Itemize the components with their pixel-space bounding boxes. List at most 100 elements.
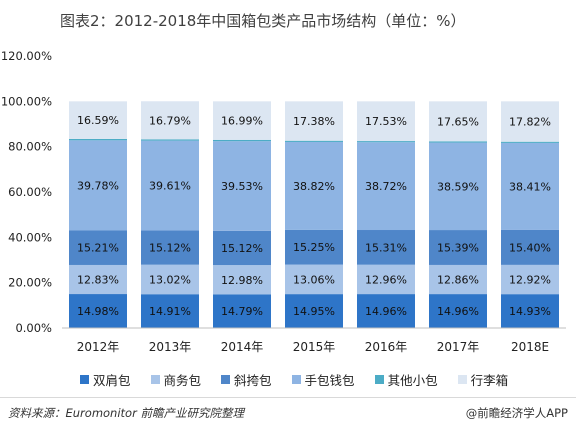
legend-swatch: [457, 375, 467, 384]
data-label: 39.61%: [149, 180, 191, 193]
bar-segment: [213, 294, 271, 328]
legend-item: 行李箱: [457, 370, 509, 389]
legend-swatch: [150, 375, 160, 384]
bar-segment: [501, 229, 559, 265]
data-label: 15.31%: [365, 241, 407, 254]
x-tick-label: 2014年: [221, 340, 264, 354]
bar-segment: [213, 265, 271, 295]
data-label: 13.06%: [293, 273, 335, 286]
x-tick-label: 2012年: [77, 340, 120, 354]
legend-item: 手包钱包: [291, 370, 355, 389]
bar-segment: [357, 230, 415, 265]
x-tick-label: 2017年: [437, 340, 480, 354]
bar-segment: [141, 230, 199, 265]
data-label: 14.96%: [365, 305, 407, 318]
bar-segment: [285, 101, 343, 141]
y-tick-label: 120.00%: [1, 49, 52, 63]
bar-segment: [501, 264, 559, 295]
data-label: 14.95%: [293, 305, 335, 318]
legend-swatch: [374, 375, 384, 384]
data-label: 13.02%: [149, 273, 191, 286]
bar-segment: [285, 141, 343, 230]
bar-segment: [429, 101, 487, 142]
y-tick-label: 40.00%: [8, 230, 52, 244]
source-note: 资料来源：Euromonitor 前瞻产业研究院整理: [8, 406, 244, 420]
x-tick-label: 2013年: [149, 340, 192, 354]
legend-label: 其他小包: [387, 373, 438, 388]
bar-segment: [429, 264, 487, 295]
bar-segment: [357, 294, 415, 328]
chart-legend: 双肩包 商务包 斜挎包 手包钱包 其他小包 行李箱: [80, 370, 550, 389]
bar-segment: [501, 294, 559, 328]
data-label: 15.12%: [221, 242, 263, 255]
legend-item: 双肩包: [80, 370, 131, 389]
data-label: 38.72%: [365, 180, 407, 193]
bar-segment: [357, 101, 415, 142]
bar-segment: [141, 139, 199, 141]
data-label: 17.38%: [293, 115, 335, 128]
legend-swatch: [80, 375, 89, 384]
data-label: 12.92%: [509, 274, 551, 287]
data-label: 15.21%: [77, 242, 119, 255]
x-tick-label: 2018E: [511, 340, 549, 354]
bar-segment: [285, 229, 343, 265]
data-label: 15.39%: [437, 241, 479, 254]
data-label: 17.82%: [509, 116, 551, 129]
legend-label: 商务包: [163, 373, 202, 388]
data-label: 16.59%: [77, 114, 119, 127]
bar-segment: [285, 294, 343, 328]
legend-label: 双肩包: [93, 373, 131, 388]
legend-swatch: [291, 375, 301, 384]
y-tick-label: 100.00%: [1, 94, 52, 108]
data-label: 15.12%: [149, 242, 191, 255]
bar-segment: [357, 142, 415, 231]
data-label: 14.91%: [149, 305, 191, 318]
bar-segment: [213, 139, 271, 142]
bar-segment: [69, 230, 127, 265]
bar-segment: [141, 264, 199, 295]
bar-segment: [69, 138, 127, 141]
bar-segment: [69, 264, 127, 295]
legend-item: 其他小包: [374, 370, 438, 389]
bar-segment: [141, 140, 199, 231]
bar-segment: [141, 101, 199, 140]
bar-segment: [429, 141, 487, 143]
data-label: 39.53%: [221, 180, 263, 193]
legend-label: 斜挎包: [234, 373, 272, 388]
data-label: 17.65%: [437, 115, 479, 128]
bar-segment: [501, 142, 559, 230]
legend-label: 行李箱: [470, 373, 509, 388]
bar-segment: [429, 142, 487, 231]
bar-segment: [357, 141, 415, 143]
bar-segment: [285, 264, 343, 295]
chart-title: 图表2：2012-2018年中国箱包类产品市场结构（单位：%）: [60, 12, 466, 30]
y-tick-label: 0.00%: [15, 321, 52, 335]
data-label: 15.25%: [293, 241, 335, 254]
y-tick-label: 60.00%: [8, 185, 52, 199]
data-label: 38.41%: [509, 180, 551, 193]
bar-segment: [213, 141, 271, 231]
data-label: 15.40%: [509, 241, 551, 254]
bar-segment: [213, 101, 271, 140]
data-label: 12.98%: [221, 274, 263, 287]
data-label: 38.82%: [293, 180, 335, 193]
data-label: 14.79%: [221, 305, 263, 318]
bar-segment: [69, 140, 127, 231]
data-label: 12.83%: [77, 274, 119, 287]
y-tick-label: 80.00%: [8, 140, 52, 154]
y-tick-label: 20.00%: [8, 276, 52, 290]
bar-segment: [69, 294, 127, 328]
legend-label: 手包钱包: [304, 373, 355, 388]
legend-item: 斜挎包: [221, 370, 272, 389]
bar-segment: [501, 101, 559, 142]
bar-segment: [501, 141, 559, 143]
legend-item: 商务包: [150, 370, 202, 389]
bar-segment: [213, 230, 271, 266]
x-tick-label: 2015年: [293, 340, 336, 354]
brand-credit: @前瞻经济学人APP: [465, 406, 568, 420]
bar-segment: [357, 264, 415, 295]
stacked-bar-chart: 0.00% 20.00% 40.00% 60.00% 80.00% 100.00% 120.…: [1, 49, 566, 354]
legend-swatch: [221, 375, 231, 384]
data-label: 16.99%: [221, 115, 263, 128]
data-label: 38.59%: [437, 180, 479, 193]
